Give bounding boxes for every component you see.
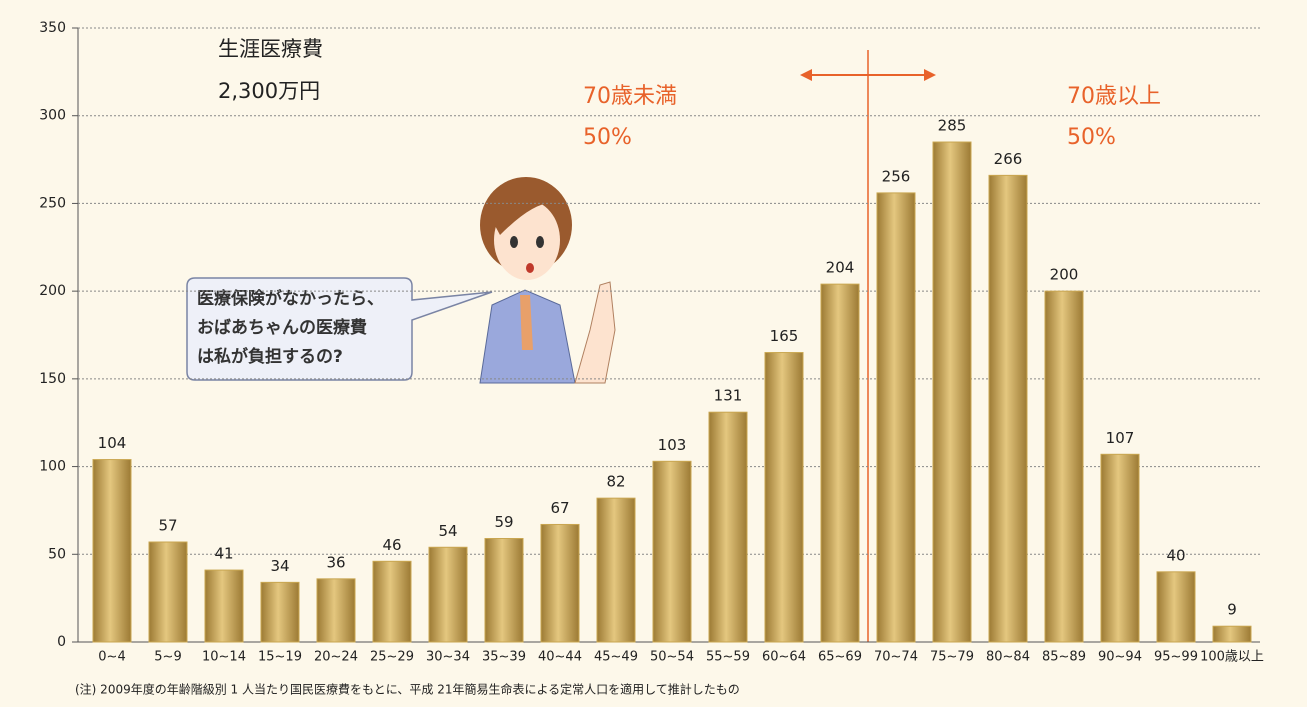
x-tick-label: 55~59: [706, 650, 750, 665]
x-tick-label: 80~84: [986, 650, 1030, 665]
x-tick-label: 10~14: [202, 650, 246, 665]
bar: [597, 498, 635, 642]
x-tick-label: 25~29: [370, 650, 414, 665]
over70-label: 70歳以上: [1067, 84, 1161, 109]
lifetime-label: 生涯医療費: [218, 37, 323, 61]
x-tick-label: 85~89: [1042, 650, 1086, 665]
x-tick-label: 95~99: [1154, 650, 1198, 665]
bar: [149, 542, 187, 642]
lifetime-value: 2,300万円: [218, 79, 320, 103]
speech-line: おばあちゃんの医療費: [197, 317, 367, 338]
value-label: 82: [606, 473, 625, 491]
y-tick-label: 250: [39, 195, 66, 211]
bar: [653, 461, 691, 642]
bar: [485, 538, 523, 642]
speech-line: は私が負担するの?: [197, 346, 343, 367]
y-tick-label: 50: [48, 546, 66, 562]
x-tick-label: 20~24: [314, 650, 358, 665]
x-tick-label: 40~44: [538, 650, 582, 665]
x-tick-label: 70~74: [874, 650, 918, 665]
value-label: 40: [1166, 546, 1185, 564]
y-tick-label: 150: [39, 371, 66, 387]
x-tick-label: 100歳以上: [1200, 650, 1264, 665]
under70-share: 50%: [583, 125, 632, 150]
value-label: 165: [770, 327, 799, 345]
value-label: 41: [214, 545, 233, 563]
value-label: 57: [158, 517, 177, 535]
value-label: 9: [1227, 601, 1237, 619]
value-label: 59: [494, 513, 513, 531]
x-tick-label: 5~9: [154, 650, 181, 665]
value-label: 46: [382, 536, 401, 554]
x-tick-label: 50~54: [650, 650, 694, 665]
bar: [317, 579, 355, 642]
bar: [765, 353, 803, 642]
bar: [541, 524, 579, 642]
bar: [933, 142, 971, 642]
value-label: 204: [826, 259, 855, 277]
value-label: 200: [1050, 266, 1079, 284]
note: (注) 2009年度の年齢階級別 1 人当たり国民医療費をもとに、平成 21年簡…: [75, 682, 740, 697]
bar: [1157, 572, 1195, 642]
value-label: 285: [938, 117, 967, 135]
value-label: 36: [326, 553, 345, 571]
y-tick-label: 0: [57, 634, 66, 650]
x-tick-label: 60~64: [762, 650, 806, 665]
bar: [261, 582, 299, 642]
value-label: 104: [98, 434, 127, 452]
value-label: 107: [1106, 429, 1135, 447]
value-label: 67: [550, 499, 569, 517]
x-tick-label: 65~69: [818, 650, 862, 665]
bar: [877, 193, 915, 642]
chart: 生涯医療費 2,300万円 70歳未満 50% 70歳以上 50% 医療保険がな…: [0, 0, 1307, 707]
y-tick-label: 300: [39, 108, 66, 124]
x-tick-label: 30~34: [426, 650, 470, 665]
value-label: 131: [714, 387, 743, 405]
bar: [709, 412, 747, 642]
y-tick-label: 350: [39, 20, 66, 36]
bar: [429, 547, 467, 642]
under70-label: 70歳未満: [583, 84, 677, 109]
bar: [989, 175, 1027, 642]
x-tick-label: 45~49: [594, 650, 638, 665]
bar: [93, 460, 131, 642]
x-tick-label: 15~19: [258, 650, 302, 665]
y-tick-label: 100: [39, 459, 66, 475]
value-label: 256: [882, 167, 911, 185]
x-tick-label: 90~94: [1098, 650, 1142, 665]
value-label: 54: [438, 522, 457, 540]
bar: [821, 284, 859, 642]
bar: [1213, 626, 1251, 642]
x-tick-label: 35~39: [482, 650, 526, 665]
bar: [205, 570, 243, 642]
over70-share: 50%: [1067, 125, 1116, 150]
value-label: 103: [658, 436, 687, 454]
bar: [373, 561, 411, 642]
y-tick-label: 200: [39, 283, 66, 299]
x-tick-label: 75~79: [930, 650, 974, 665]
bar: [1101, 454, 1139, 642]
x-tick-label: 0~4: [98, 650, 125, 665]
value-label: 34: [270, 557, 289, 575]
bar: [1045, 291, 1083, 642]
value-label: 266: [994, 150, 1023, 168]
